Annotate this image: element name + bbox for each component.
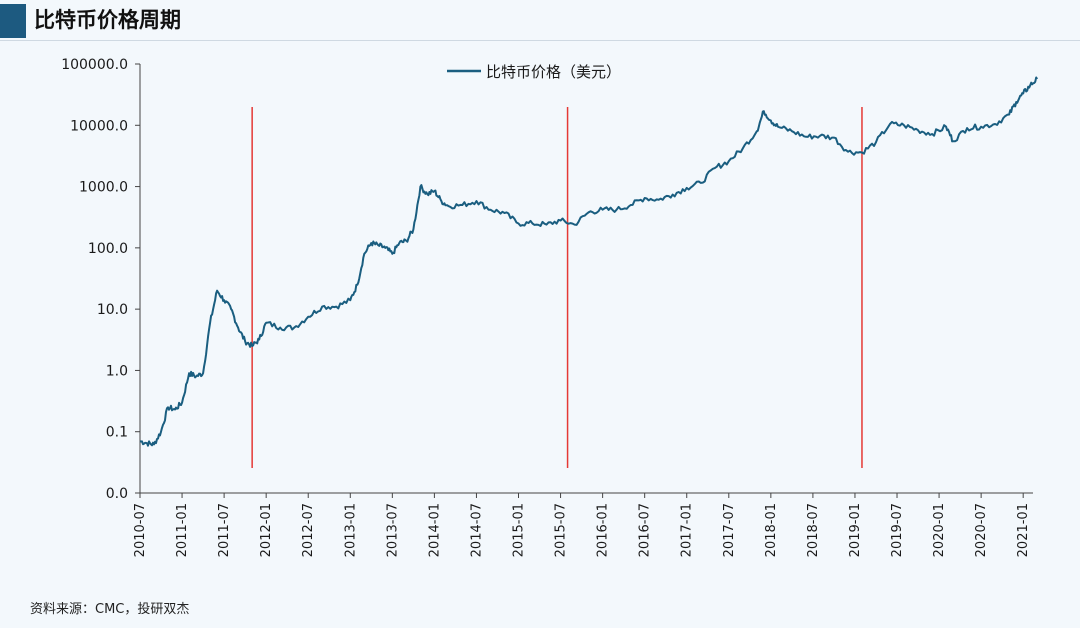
cycle-markers bbox=[251, 107, 863, 468]
y-tick-label: 0.0 bbox=[106, 486, 128, 502]
y-tick-label: 10.0 bbox=[97, 302, 128, 318]
x-tick-label: 2010-07 bbox=[133, 503, 148, 557]
x-tick-label: 2012-01 bbox=[259, 503, 274, 557]
x-tick-label: 2019-01 bbox=[848, 503, 863, 557]
y-tick-label: 0.1 bbox=[106, 425, 128, 441]
y-tick-label: 10000.0 bbox=[70, 118, 128, 134]
series-line bbox=[139, 76, 1039, 447]
y-tick-label: 100000.0 bbox=[61, 57, 128, 73]
x-tick-label: 2021-01 bbox=[1016, 503, 1031, 557]
x-tick-label: 2020-07 bbox=[974, 503, 989, 557]
x-tick-label: 2013-07 bbox=[385, 503, 400, 557]
header: 比特币价格周期 bbox=[0, 0, 1080, 41]
legend: 比特币价格（美元） bbox=[447, 63, 621, 81]
x-tick-label: 2014-07 bbox=[469, 503, 484, 557]
legend-label: 比特币价格（美元） bbox=[486, 63, 621, 81]
y-axis-ticks: 0.0 0.1 1.0 10.0 100.0 1000.0 10000.0 100000.0 bbox=[61, 57, 140, 502]
x-tick-label: 2016-07 bbox=[638, 503, 653, 557]
y-tick-label: 1.0 bbox=[106, 363, 128, 379]
x-tick-label: 2017-07 bbox=[722, 503, 737, 557]
x-tick-label: 2017-01 bbox=[680, 503, 695, 557]
x-tick-label: 2014-01 bbox=[427, 503, 442, 557]
y-tick-label: 1000.0 bbox=[79, 180, 128, 196]
y-tick-label: 100.0 bbox=[88, 241, 128, 257]
x-tick-label: 2018-07 bbox=[806, 503, 821, 557]
title-accent-block bbox=[0, 4, 26, 38]
chart-axes bbox=[139, 64, 1033, 494]
x-tick-label: 2020-01 bbox=[932, 503, 947, 557]
x-tick-label: 2013-01 bbox=[343, 503, 358, 557]
page-title: 比特币价格周期 bbox=[34, 8, 181, 32]
x-tick-label: 2011-01 bbox=[175, 503, 190, 557]
x-tick-label: 2016-01 bbox=[596, 503, 611, 557]
x-tick-label: 2019-07 bbox=[890, 503, 905, 557]
x-axis-ticks: 2010-07 2011-01 2011-07 2012-01 2012-07 2013-… bbox=[133, 493, 1031, 557]
x-tick-label: 2015-01 bbox=[512, 503, 527, 557]
title-divider bbox=[0, 40, 1080, 41]
x-tick-label: 2015-07 bbox=[554, 503, 569, 557]
x-tick-label: 2011-07 bbox=[217, 503, 232, 557]
series-layer bbox=[139, 76, 1039, 447]
x-tick-label: 2018-01 bbox=[764, 503, 779, 557]
source-note: 资料来源：CMC，投研双杰 bbox=[30, 602, 190, 617]
x-tick-label: 2012-07 bbox=[301, 503, 316, 557]
